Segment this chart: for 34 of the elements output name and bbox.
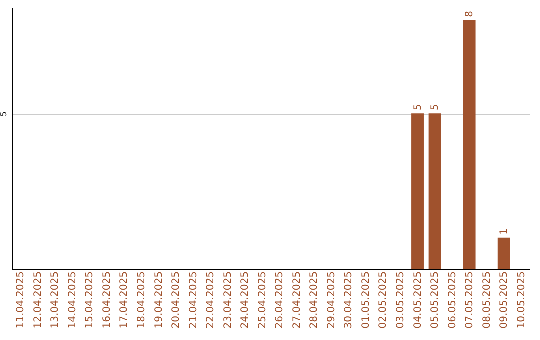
x-tick-label: 20.04.2025 [171,272,182,329]
x-tick-label: 16.04.2025 [102,272,113,329]
x-tick-label: 09.05.2025 [499,272,510,329]
x-tick-label: 04.05.2025 [412,272,424,329]
x-tick-label: 30.04.2025 [344,272,355,329]
x-tick-label: 15.04.2025 [84,272,96,329]
x-tick-label: 22.04.2025 [206,272,217,329]
x-tick-label: 18.04.2025 [136,272,148,329]
x-tick-label: 23.04.2025 [222,272,234,329]
x-tick-label: 24.04.2025 [240,272,252,329]
x-tick-label: 17.04.2025 [119,272,130,329]
x-tick-label: 21.04.2025 [188,272,200,329]
x-tick-label: 28.04.2025 [309,272,320,329]
x-tick-label: 12.04.2025 [32,272,44,329]
x-tick-label: 01.05.2025 [360,272,372,329]
x-tick-label: 13.04.2025 [50,272,62,329]
x-tick-label: 11.04.2025 [16,272,27,329]
x-tick-label: 07.05.2025 [464,272,476,329]
x-tick-label: 08.05.2025 [482,272,493,329]
x-tick-label: 02.05.2025 [378,272,390,329]
data-label: 8 [464,11,476,18]
x-tick-label: 26.04.2025 [274,272,286,329]
data-label: 1 [499,228,510,235]
x-tick-label: 06.05.2025 [447,272,458,329]
x-tick-label: 25.04.2025 [257,272,268,329]
data-label: 5 [430,104,442,111]
x-tick-label: 10.05.2025 [516,272,528,329]
x-tick-label: 14.04.2025 [67,272,78,329]
x-tick-label: 19.04.2025 [154,272,165,329]
data-label: 5 [412,104,424,111]
x-tick-label: 05.05.2025 [430,272,442,329]
x-tick-label: 27.04.2025 [292,272,303,329]
x-tick-label: 29.04.2025 [326,272,338,329]
x-tick-label: 03.05.2025 [396,272,406,329]
